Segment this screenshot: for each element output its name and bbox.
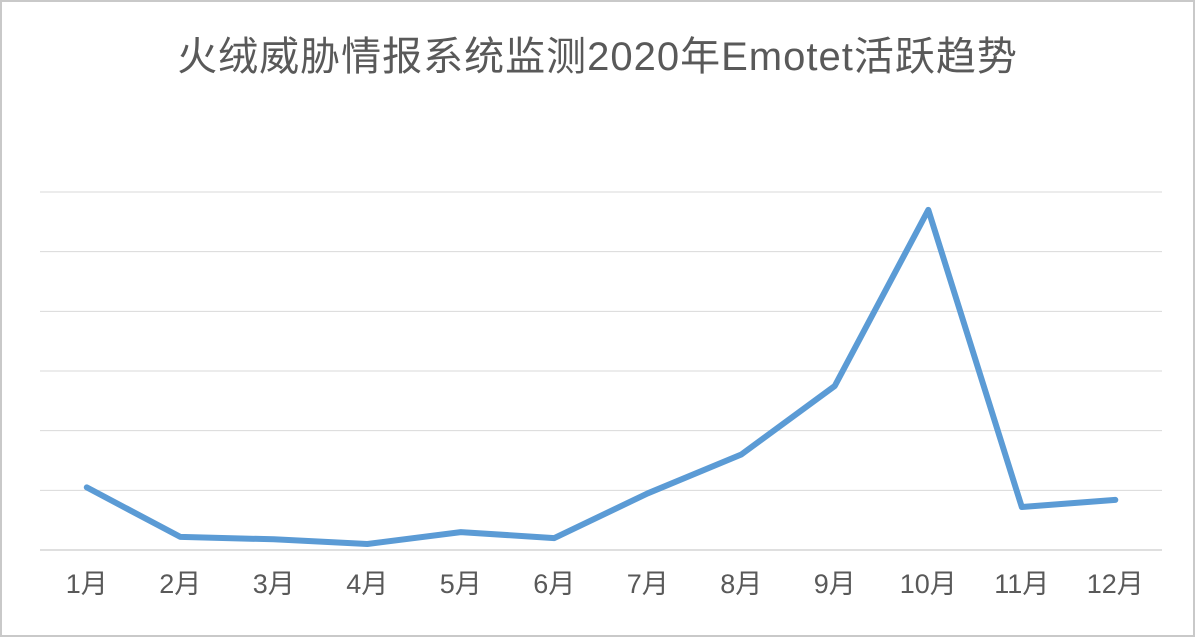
x-axis-label: 10月: [899, 569, 957, 599]
trend-line: [83, 206, 1119, 547]
x-axis-label: 6月: [533, 569, 576, 599]
x-axis-label: 9月: [813, 569, 856, 599]
gridlines-group: [40, 191, 1162, 551]
x-axis-label: 1月: [65, 569, 108, 599]
chart-title: 火绒威胁情报系统监测2020年Emotet活跃趋势: [177, 35, 1018, 79]
x-axis-label: 4月: [346, 569, 389, 599]
x-axis-labels: 1月 2月 3月 4月 5月 6月 7月 8月 9月 10月 11月 12月: [40, 564, 1162, 604]
x-axis-label: 7月: [626, 569, 669, 599]
x-axis-label: 5月: [439, 569, 482, 599]
x-axis-label: 2月: [159, 569, 202, 599]
plot-area: [40, 191, 1162, 551]
chart-svg: [40, 191, 1162, 551]
x-axis-label: 12月: [1086, 569, 1144, 599]
x-axis-label: 8月: [720, 569, 763, 599]
x-axis-label: 11月: [994, 569, 1050, 599]
x-axis-label: 3月: [252, 569, 295, 599]
